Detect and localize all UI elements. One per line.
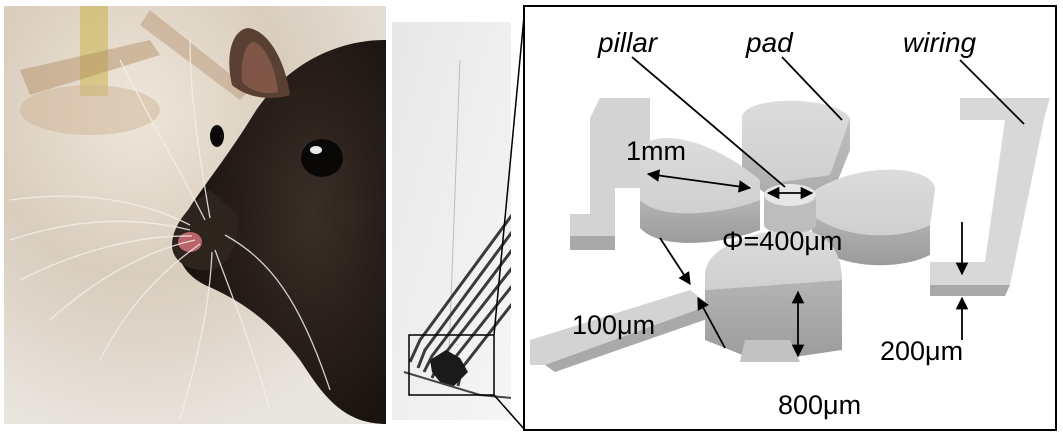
- label-1mm: 1mm: [626, 136, 686, 166]
- pad-top: [742, 100, 850, 205]
- rat-photo: [4, 6, 386, 424]
- pad-bottom: [705, 229, 842, 362]
- label-pillar: pillar: [597, 27, 659, 58]
- pad-leader: [781, 56, 843, 121]
- label-phi: Φ=400μm: [722, 226, 842, 256]
- zoom-line-bottom: [493, 394, 526, 431]
- label-wiring: wiring: [903, 27, 977, 58]
- annotations: [631, 56, 1025, 358]
- label-800um: 800μm: [778, 390, 861, 420]
- zoom-line-top: [493, 5, 526, 336]
- zoom-region-box: [408, 334, 495, 396]
- label-200um: 200μm: [880, 336, 963, 366]
- label-100um: 100μm: [572, 310, 655, 340]
- device-photo: [392, 22, 511, 420]
- left-wiring: [530, 98, 710, 372]
- device-cluster: [430, 350, 468, 386]
- pillar-leader: [631, 56, 786, 188]
- dim-100-arrow-bottom: [697, 296, 726, 349]
- device-schematic: [530, 98, 1050, 372]
- right-wiring: [930, 98, 1050, 296]
- wiring-leader: [959, 59, 1025, 125]
- dim-1mm-arrow: [646, 169, 752, 193]
- pad-right: [812, 169, 935, 266]
- dim-100-arrow-top: [659, 237, 691, 286]
- label-pad: pad: [745, 27, 794, 58]
- lower-wiring-stub: [740, 340, 800, 362]
